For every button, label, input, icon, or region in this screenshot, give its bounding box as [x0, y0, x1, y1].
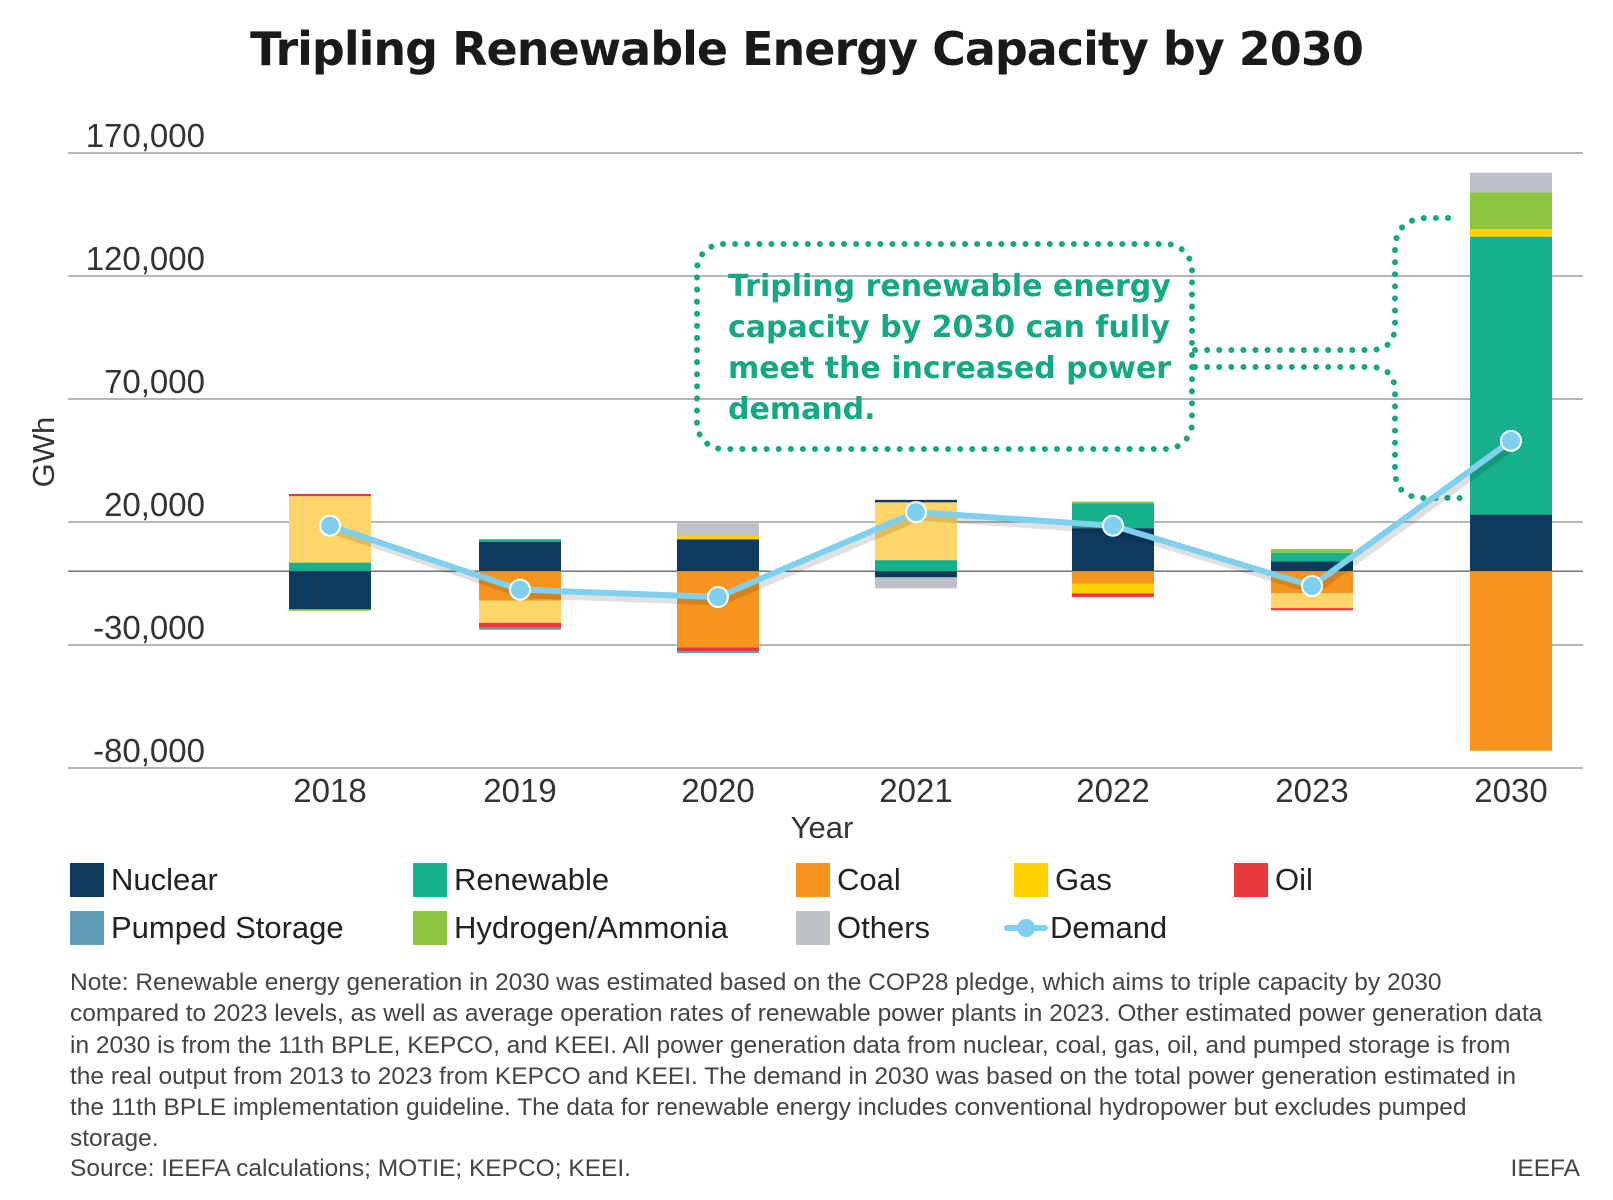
bar-segment-gas-2023 — [1271, 593, 1353, 609]
x-tick-label: 2020 — [681, 772, 754, 809]
bar-segment-gas-2022 — [1072, 583, 1154, 594]
gridlines — [68, 152, 1583, 769]
legend-item-gas: Gas — [1014, 860, 1112, 900]
demand-point-2018 — [319, 514, 341, 537]
bar-segment-nuclear-2030 — [1470, 514, 1552, 572]
demand-point-2022 — [1102, 514, 1124, 537]
bar-segment-coal-2030 — [1470, 571, 1552, 751]
bar-segment-nuclear-2020 — [677, 539, 759, 572]
legend-swatch — [796, 911, 830, 945]
x-tick-label: 2022 — [1076, 772, 1149, 809]
demand-point-2021 — [905, 501, 927, 524]
y-tick-label: -80,000 — [93, 732, 205, 769]
y-axis-title: GWh — [26, 417, 61, 488]
bar-segment-gas-2030 — [1470, 229, 1552, 237]
bar-segment-pumped-storage-2020 — [677, 651, 759, 654]
legend-label: Oil — [1275, 862, 1313, 897]
legend-label: Renewable — [454, 862, 610, 897]
bar-segment-coal-2022 — [1072, 571, 1154, 584]
legend-label: Hydrogen/Ammonia — [454, 910, 728, 945]
bar-segment-others-2030 — [1470, 172, 1552, 193]
x-tick-label: 2023 — [1275, 772, 1348, 809]
legend-item-hydrogen-ammonia: Hydrogen/Ammonia — [413, 908, 728, 948]
legend-item-nuclear: Nuclear — [70, 860, 218, 900]
legend-swatch — [1004, 911, 1048, 945]
legend-label: Nuclear — [111, 862, 218, 897]
legend-swatch — [413, 911, 447, 945]
legend-label: Gas — [1055, 862, 1112, 897]
bar-segment-oil-2018 — [289, 493, 371, 497]
bar-segment-nuclear-2021 — [875, 499, 957, 503]
brand-label: IEEFA — [1510, 1155, 1580, 1182]
legend-label: Pumped Storage — [111, 910, 344, 945]
bar-segment-others-2020 — [677, 523, 759, 536]
bar-segment-gas-2020 — [677, 535, 759, 540]
legend-swatch — [70, 911, 104, 945]
legend-swatch — [413, 863, 447, 897]
bar-segment-renewable-2023 — [1271, 552, 1353, 562]
demand-point-2020 — [707, 586, 729, 609]
legend-label: Others — [837, 910, 931, 945]
bar-segment-nuclear-2023 — [1271, 561, 1353, 572]
legend-item-oil: Oil — [1234, 860, 1313, 900]
chart-note: Note: Renewable energy generation in 203… — [70, 969, 1543, 1153]
callout-box — [694, 215, 1463, 501]
callout-bracket-top — [1192, 215, 1463, 353]
demand-line — [319, 429, 1522, 609]
legend-swatch — [796, 863, 830, 897]
y-axis-ticks: 170,000 120,000 70,000 20,000 -30,000 -80,000 — [86, 117, 205, 769]
legend-swatch — [1014, 863, 1048, 897]
y-tick-label: 170,000 — [86, 117, 205, 154]
bar-segment-pumped-storage-2019 — [479, 627, 561, 630]
legend-item-others: Others — [796, 908, 930, 948]
bar-segment-hydrogen-ammonia-2022 — [1072, 501, 1154, 504]
legend-item-coal: Coal — [796, 860, 901, 900]
bars — [289, 172, 1552, 751]
bar-segment-renewable-2030 — [1470, 236, 1552, 515]
source-text: Source: IEEFA calculations; MOTIE; KEPCO… — [70, 1155, 631, 1182]
stacked-bar-chart: 170,000 120,000 70,000 20,000 -30,000 -80,000… — [26, 117, 1583, 845]
x-tick-label: 2021 — [879, 772, 952, 809]
demand-point-2023 — [1301, 574, 1323, 597]
y-tick-label: -30,000 — [93, 609, 205, 646]
legend-item-renewable: Renewable — [413, 860, 609, 900]
legend-item-demand: Demand — [1004, 908, 1167, 948]
bar-segment-others-2021 — [875, 577, 957, 589]
bar-segment-oil-2019 — [479, 622, 561, 628]
callout-bracket-bottom — [1192, 364, 1463, 501]
y-tick-label: 20,000 — [104, 486, 205, 523]
bar-segment-hydrogen-ammonia-2018 — [289, 609, 371, 611]
bar-segment-renewable-2021 — [875, 560, 957, 572]
callout-border — [694, 241, 1195, 452]
bar-segment-renewable-2019 — [479, 539, 561, 542]
chart-title: Tripling Renewable Energy Capacity by 20… — [250, 22, 1364, 76]
legend: Nuclear Renewable Coal Gas Oil Pumped Storage… — [70, 858, 1320, 958]
bar-segment-nuclear-2021 — [875, 571, 957, 578]
legend-label: Coal — [837, 862, 901, 897]
bar-segment-renewable-2018 — [289, 562, 371, 572]
bar-segment-nuclear-2019 — [479, 541, 561, 572]
x-axis-title: Year — [791, 810, 854, 845]
callout-text: Tripling renewable energy capacity by 20… — [728, 269, 1172, 427]
legend-swatch — [70, 863, 104, 897]
bar-segment-nuclear-2018 — [289, 571, 371, 610]
x-tick-label: 2018 — [293, 772, 366, 809]
x-axis-ticks: 2018 2019 2020 2021 2022 2023 2030 — [293, 772, 1547, 809]
bar-segment-gas-2019 — [479, 600, 561, 623]
legend-item-pumped-storage: Pumped Storage — [70, 908, 344, 948]
bar-segment-hydrogen-ammonia-2030 — [1470, 192, 1552, 230]
bar-segment-oil-2022 — [1072, 593, 1154, 598]
x-tick-label: 2030 — [1474, 772, 1547, 809]
legend-label: Demand — [1050, 910, 1168, 945]
y-tick-label: 70,000 — [104, 363, 205, 400]
bar-segment-hydrogen-ammonia-2023 — [1271, 549, 1353, 553]
y-tick-label: 120,000 — [86, 240, 205, 277]
bar-segment-oil-2023 — [1271, 608, 1353, 611]
demand-point-2019 — [509, 578, 531, 601]
legend-swatch — [1234, 863, 1268, 897]
x-tick-label: 2019 — [483, 772, 556, 809]
bar-segment-oil-2020 — [677, 647, 759, 652]
demand-point-2030 — [1500, 429, 1522, 452]
